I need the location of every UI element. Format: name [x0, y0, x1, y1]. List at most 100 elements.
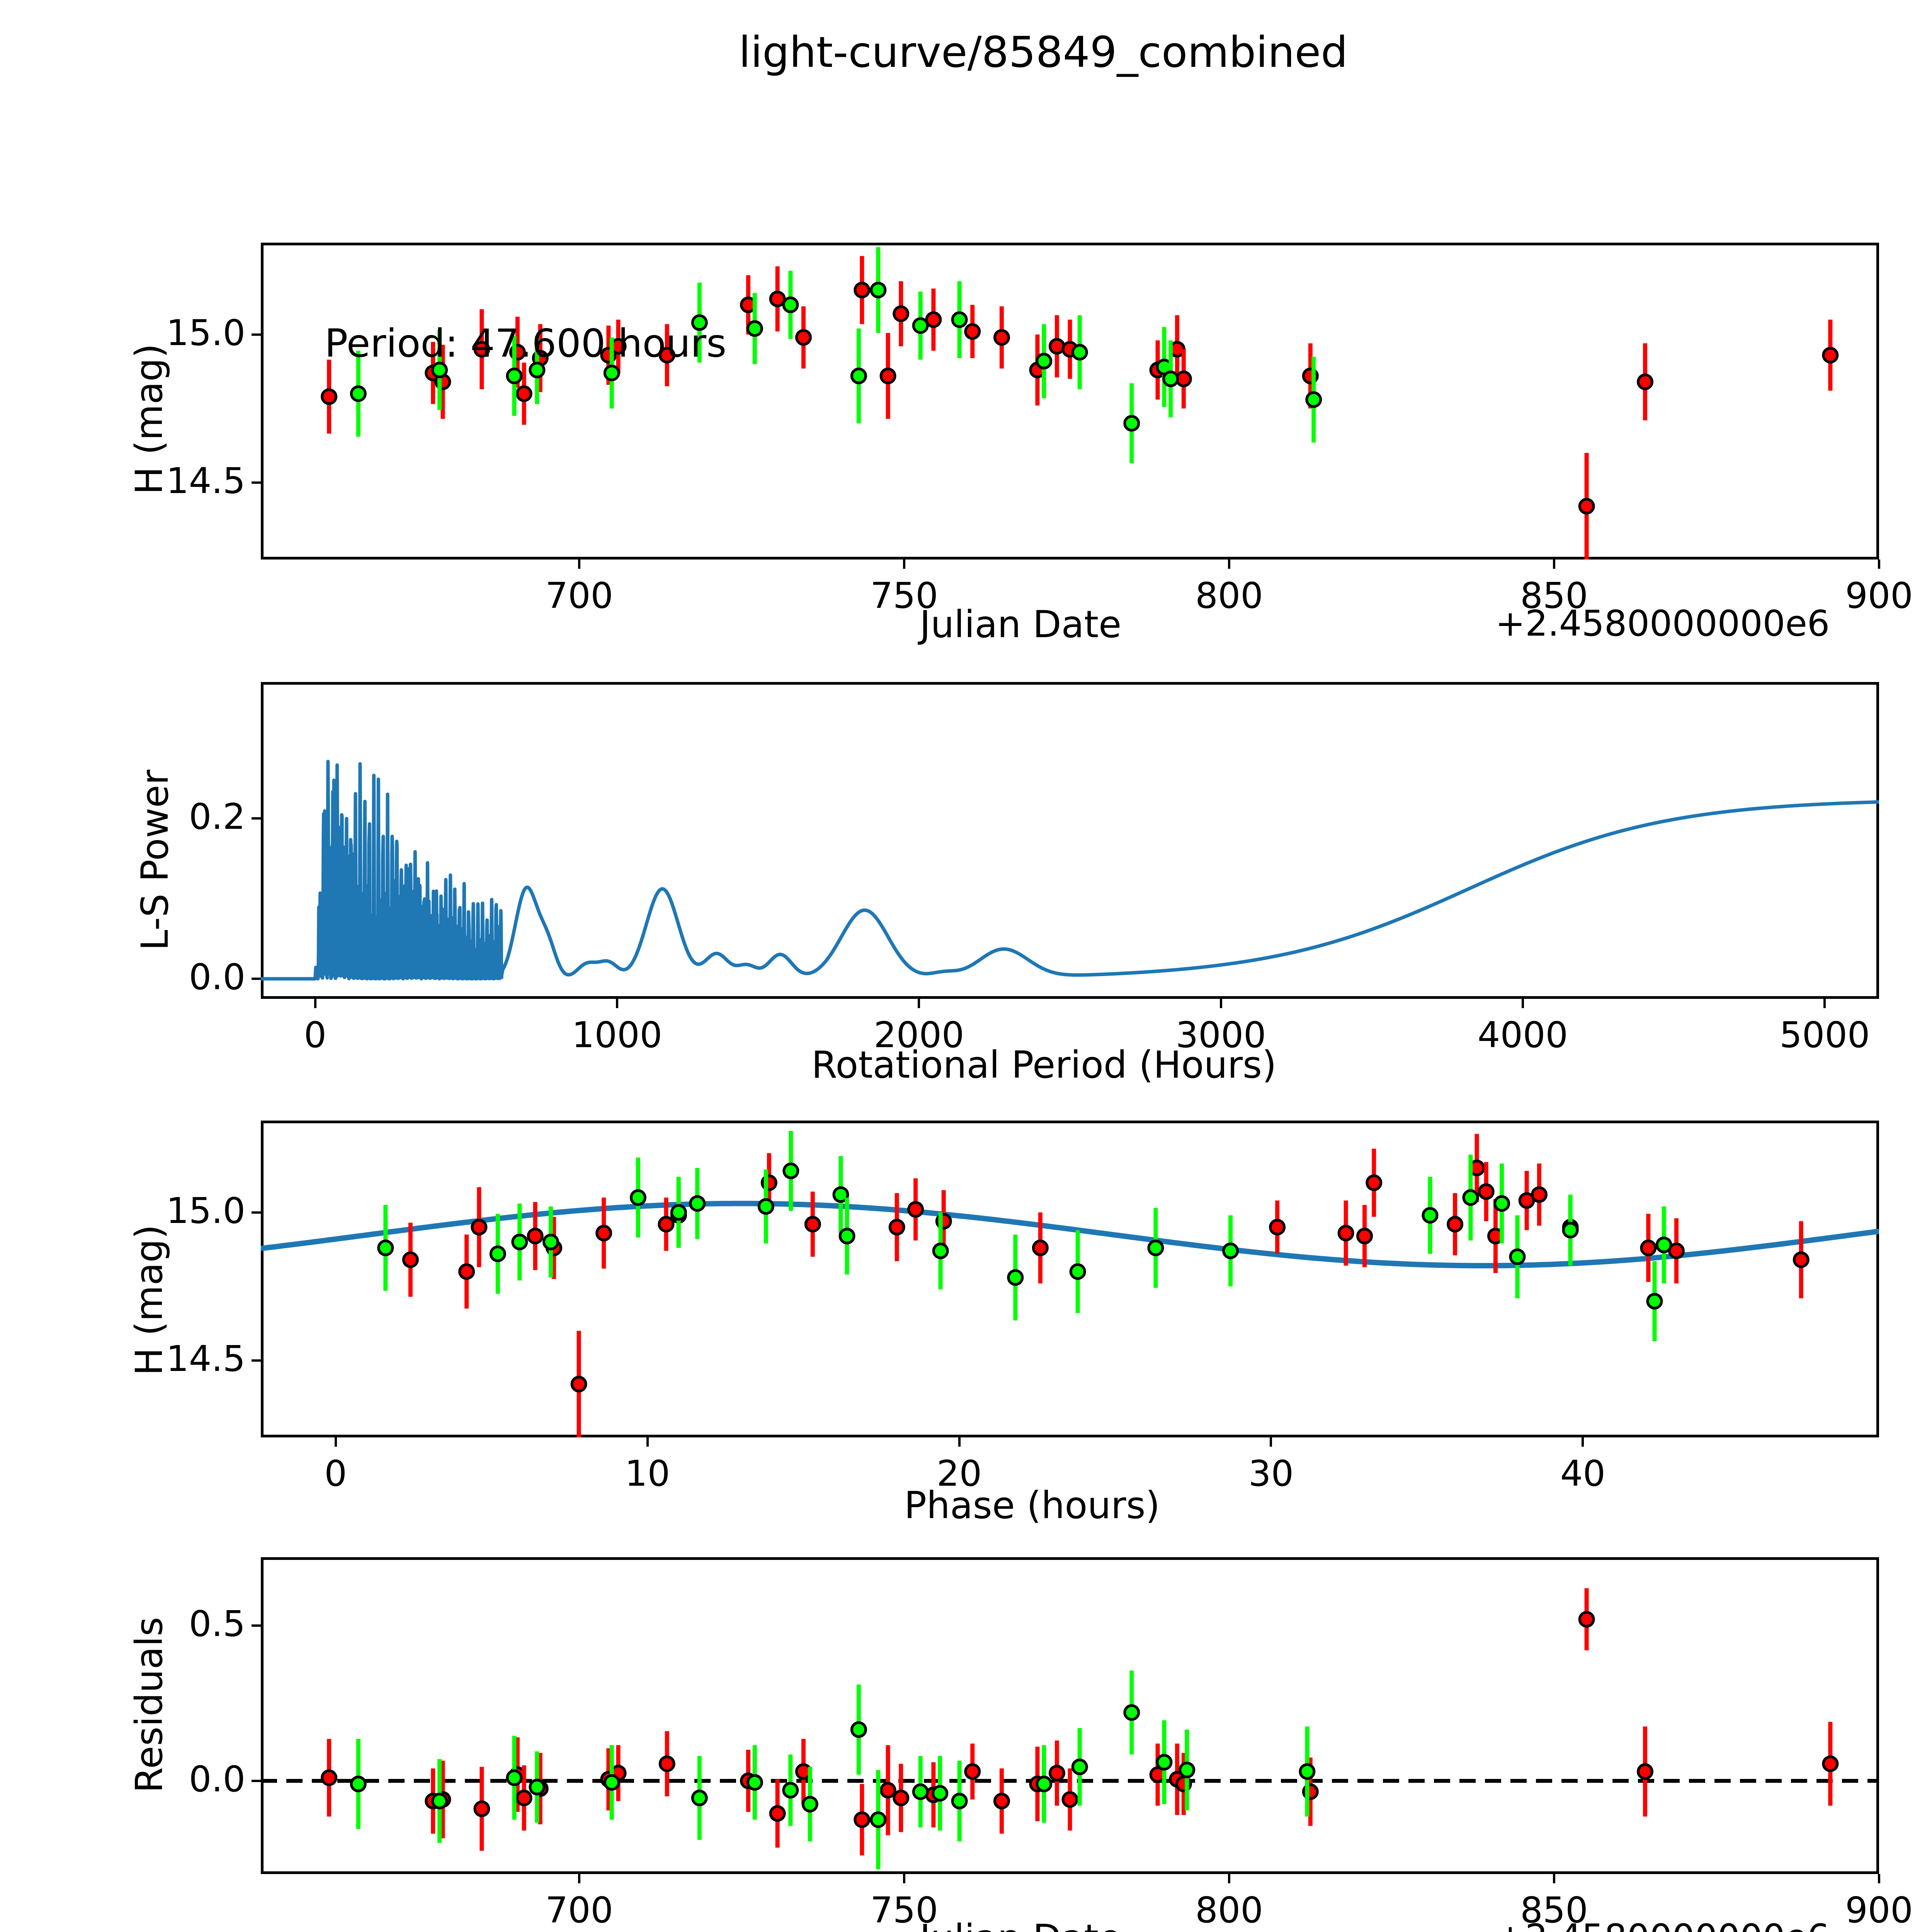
xtick-label: 800 [1195, 1889, 1263, 1931]
data-point-marker [1640, 1240, 1657, 1257]
data-point-marker [1147, 1240, 1164, 1257]
lightcurve-x-offset-label: +2.4580000000e6 [1495, 603, 1830, 644]
data-point-marker [1156, 1754, 1173, 1771]
axis-tick [252, 978, 261, 980]
data-point-marker [1578, 1611, 1595, 1628]
data-point-marker [1531, 1186, 1548, 1203]
data-point-marker [1007, 1269, 1024, 1286]
axis-tick [252, 817, 261, 820]
data-point-marker [907, 1201, 924, 1218]
axis-tick [903, 560, 906, 569]
axis-tick [252, 1779, 261, 1782]
axis-tick [1219, 999, 1222, 1008]
xtick-label: 700 [545, 575, 613, 616]
periodogram-xlabel: Rotational Period (Hours) [811, 1043, 1277, 1087]
xtick-label: 900 [1845, 1889, 1913, 1931]
data-point-marker [527, 1228, 544, 1245]
data-point-marker [893, 305, 910, 322]
data-point-marker [964, 323, 981, 340]
axis-tick [252, 333, 261, 336]
data-point-marker [1222, 1242, 1239, 1259]
series-red [321, 256, 1839, 560]
data-point-marker [795, 329, 812, 346]
data-point-marker [1299, 1763, 1316, 1780]
data-point-marker [506, 367, 523, 384]
axis-tick [252, 481, 261, 484]
data-point-marker [804, 1216, 821, 1233]
data-point-marker [838, 1228, 855, 1245]
data-point-marker [691, 1789, 708, 1806]
data-point-marker [402, 1251, 419, 1268]
panel-periodogram [261, 682, 1879, 999]
data-point-marker [1337, 1225, 1354, 1242]
data-point-marker [1655, 1236, 1672, 1253]
residuals-x-offset-label: +2.4580000000e6 [1495, 1917, 1830, 1932]
data-point-marker [529, 362, 546, 379]
data-point-marker [595, 1225, 612, 1242]
data-point-marker [993, 1793, 1010, 1810]
periodogram-plot-area [261, 760, 1879, 981]
data-point-marker [879, 1782, 896, 1799]
data-point-marker [1822, 1755, 1839, 1772]
axis-tick [1582, 1437, 1584, 1447]
data-point-marker [769, 1805, 786, 1822]
data-point-marker [689, 1195, 706, 1212]
axis-tick [903, 1874, 906, 1883]
data-point-marker [1646, 1293, 1663, 1310]
data-point-marker [1637, 373, 1654, 390]
xtick-label: 3000 [1175, 1014, 1266, 1056]
data-point-marker [782, 1162, 799, 1179]
series-green [377, 1131, 1672, 1341]
sinusoid-fit-curve [261, 1201, 1879, 1269]
panel-residuals [261, 1557, 1879, 1874]
axis-tick [1522, 999, 1524, 1008]
data-point-marker [458, 1263, 475, 1280]
ytick-label: 14.5 [166, 1338, 245, 1379]
data-point-marker [893, 1789, 910, 1806]
xtick-label: 850 [1520, 575, 1588, 616]
data-point-marker [951, 1793, 968, 1810]
xtick-label: 40 [1560, 1453, 1605, 1494]
residuals-ylabel: Residuals [128, 1617, 171, 1793]
ytick-label: 0.2 [189, 796, 245, 837]
xtick-label: 2000 [874, 1014, 964, 1056]
data-point-marker [658, 1755, 675, 1772]
ytick-label: 14.5 [166, 460, 245, 502]
xtick-label: 700 [545, 1889, 613, 1931]
data-point-marker [511, 1233, 528, 1250]
data-point-marker [1071, 1759, 1088, 1776]
ytick-label: 0.5 [189, 1603, 245, 1645]
data-point-marker [879, 367, 896, 384]
data-point-marker [870, 282, 887, 299]
xtick-label: 20 [936, 1453, 982, 1494]
data-point-marker [1048, 1765, 1065, 1782]
axis-tick [252, 1624, 261, 1627]
data-point-marker [350, 1776, 367, 1793]
data-point-marker [782, 296, 799, 313]
axis-tick [1553, 1874, 1556, 1883]
axis-tick [616, 999, 618, 1008]
data-point-marker [850, 367, 867, 384]
panel-lightcurve-frame [261, 243, 1879, 560]
data-point-marker [951, 311, 968, 328]
axis-tick [1270, 1437, 1272, 1447]
data-point-marker [801, 1796, 818, 1813]
axis-tick [1228, 560, 1231, 569]
series-red [402, 1134, 1810, 1437]
ytick-label: 0.0 [189, 956, 245, 998]
data-point-marker [854, 282, 871, 299]
data-point-marker [1061, 1791, 1078, 1808]
data-point-marker [542, 1233, 559, 1250]
data-point-marker [629, 1189, 646, 1206]
phasefold-xlabel: Phase (hours) [904, 1484, 1160, 1527]
data-point-marker [850, 1721, 867, 1738]
data-point-marker [782, 1782, 799, 1799]
ytick-label: 0.0 [189, 1758, 245, 1800]
axis-tick [646, 1437, 649, 1447]
data-point-marker [1493, 1195, 1510, 1212]
data-point-marker [1036, 353, 1053, 370]
data-point-marker [1123, 1704, 1140, 1721]
data-point-marker [1179, 1762, 1196, 1779]
xtick-label: 5000 [1779, 1014, 1870, 1056]
ytick-label: 15.0 [166, 1190, 245, 1231]
